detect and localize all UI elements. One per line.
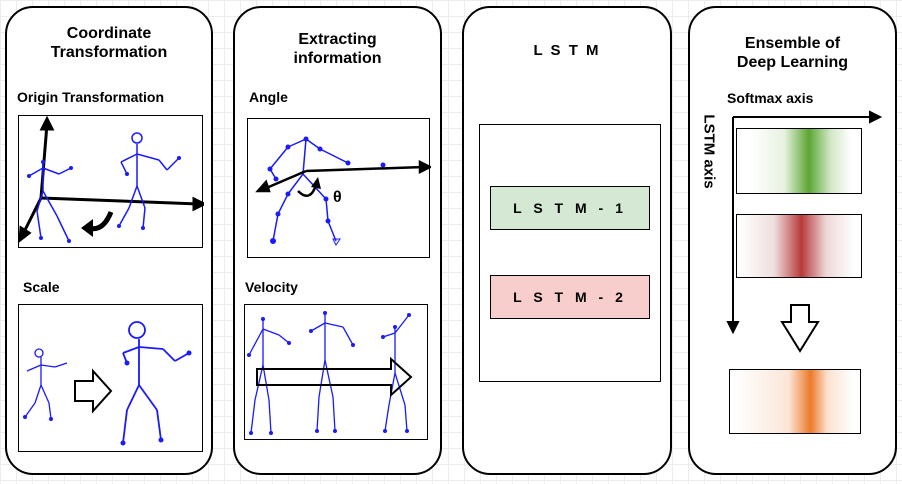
angle-figure: θ (247, 118, 431, 258)
panel-title: Extracting information (293, 31, 382, 67)
ensemble-panel: Ensemble of Deep Learning Softmax axis L… (688, 6, 897, 475)
panel-title: Coordinate Transformation (50, 25, 168, 61)
axes-icon (726, 110, 883, 335)
scale-figure (18, 304, 203, 452)
lstm-panel: L S T M L S T M - 1 L S T M - 2 (462, 6, 672, 475)
angle-label: Angle (249, 89, 288, 105)
heatmap-red (736, 214, 862, 278)
hollow-right-arrow-icon (74, 368, 113, 414)
skeleton-figure (118, 132, 180, 229)
velocity-figure (244, 304, 428, 440)
panel-title: L S T M (533, 42, 601, 59)
velocity-label: Velocity (245, 279, 298, 295)
hollow-right-arrow-icon (256, 356, 413, 398)
angle-theta-symbol: θ (333, 189, 342, 206)
heatmap-orange (729, 369, 861, 434)
origin-transformation-figure (18, 115, 204, 248)
panel-title: Ensemble of Deep Learning (736, 35, 849, 71)
softmax-axis-label: Softmax axis (727, 90, 814, 106)
scale-label: Scale (23, 279, 60, 295)
heatmap-green (736, 128, 862, 194)
lstm-container: L S T M - 1 L S T M - 2 (479, 124, 661, 382)
skeleton-figure (28, 162, 72, 242)
lstm-2-block: L S T M - 2 (490, 275, 650, 319)
hollow-down-arrow-icon (780, 304, 820, 353)
coordinate-transformation-panel: Coordinate Transformation Origin Transfo… (5, 6, 213, 475)
curved-arrow-icon (297, 177, 321, 198)
origin-transformation-label: Origin Transformation (17, 89, 165, 105)
lstm-1-block: L S T M - 1 (490, 186, 650, 230)
extracting-information-panel: Extracting information Angle (233, 6, 442, 475)
axes-icon (19, 116, 204, 243)
curved-arrow-icon (81, 211, 114, 237)
